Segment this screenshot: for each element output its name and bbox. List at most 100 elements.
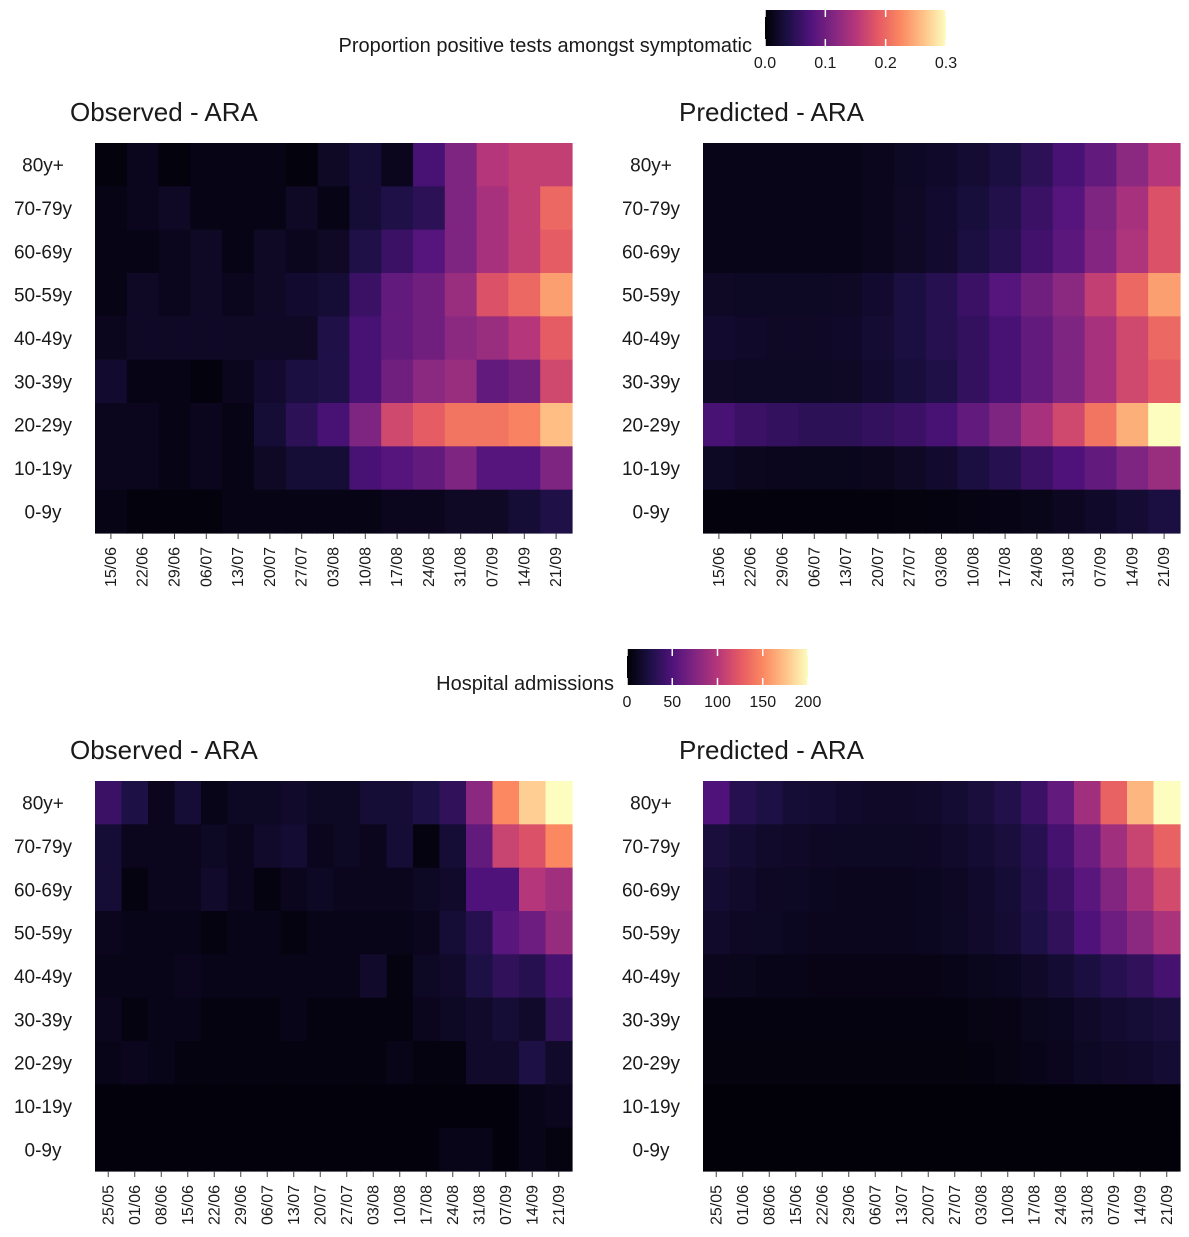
- heatmap-cell: [508, 359, 541, 404]
- heatmap-cell: [729, 867, 757, 912]
- heatmap-cell: [254, 1041, 282, 1085]
- heatmap-cell: [126, 489, 160, 534]
- x-tick-label: 22/06: [743, 547, 760, 587]
- heatmap-cell: [476, 229, 509, 274]
- heatmap-cell: [307, 1084, 335, 1129]
- heatmap-cell: [121, 954, 149, 999]
- heatmap-cell: [835, 954, 863, 999]
- x-tick-label: 21/09: [548, 547, 565, 587]
- heatmap-cell: [989, 403, 1022, 447]
- heatmap-cell: [254, 359, 287, 404]
- heatmap-cell: [360, 781, 388, 825]
- heatmap-cell: [285, 403, 319, 447]
- heatmap-cell: [439, 781, 467, 825]
- heatmap-cell: [492, 867, 520, 912]
- x-tick-label: 21/09: [551, 1185, 568, 1225]
- heatmap-cell: [360, 1127, 388, 1172]
- heatmap-cell: [941, 1041, 969, 1085]
- heatmap-cell: [734, 446, 768, 491]
- heatmap-cell: [201, 911, 229, 955]
- heatmap-cell: [989, 186, 1022, 231]
- heatmap-cell: [1021, 403, 1054, 447]
- heatmap-cell: [888, 911, 916, 955]
- heatmap-cell: [190, 446, 223, 491]
- heatmap-cell: [413, 867, 441, 912]
- heatmap-cell: [476, 446, 509, 491]
- heatmap-cell: [1116, 229, 1149, 274]
- heatmap-cell: [121, 911, 149, 955]
- x-tick-label: 13/07: [838, 547, 855, 587]
- heatmap-cell: [1047, 997, 1075, 1042]
- heatmap-cell: [1021, 997, 1049, 1042]
- heatmap-cell: [888, 1127, 916, 1172]
- y-tick-label: 20-29y: [14, 1054, 73, 1075]
- heatmap-cell: [413, 954, 441, 999]
- heatmap-cell: [782, 781, 810, 825]
- x-tick-label: 03/08: [365, 1185, 382, 1225]
- heatmap-cell: [1153, 911, 1181, 955]
- heatmap-cell: [413, 316, 446, 361]
- x-tick-label: 07/09: [1106, 1185, 1123, 1225]
- x-tick-label: 29/06: [167, 547, 184, 587]
- heatmap-cell: [158, 229, 191, 274]
- heatmap-cell: [835, 997, 863, 1042]
- heatmap-cell: [95, 824, 123, 869]
- heatmap-cell: [158, 446, 191, 491]
- heatmap-cell: [1116, 316, 1149, 361]
- heatmap-cell: [915, 867, 943, 912]
- heatmap-cell: [830, 359, 863, 404]
- y-tick-label: 40-49y: [14, 329, 73, 350]
- heatmap-cell: [386, 911, 414, 955]
- x-tick-label: 03/08: [326, 547, 343, 587]
- heatmap-cell: [1100, 954, 1128, 999]
- heatmap-cell: [1148, 186, 1181, 231]
- heatmap-cell: [994, 997, 1022, 1042]
- heatmap-cell: [1148, 359, 1181, 404]
- heatmap-cell: [227, 824, 255, 869]
- heatmap-cells: [703, 781, 1181, 1172]
- heatmap-cell: [386, 1127, 414, 1172]
- heatmap-cell: [492, 781, 520, 825]
- heatmap-cell: [280, 954, 308, 999]
- heatmap-cell: [1148, 446, 1181, 491]
- x-tick-label: 03/08: [934, 547, 951, 587]
- heatmap-cell: [386, 781, 414, 825]
- x-tick-label: 14/09: [1124, 547, 1141, 587]
- heatmap-cell: [809, 1041, 837, 1085]
- heatmap-cell: [968, 954, 996, 999]
- heatmap-cell: [95, 359, 128, 404]
- x-tick-label: 13/07: [230, 547, 247, 587]
- heatmap-cell: [1052, 403, 1086, 447]
- heatmap-cell: [519, 1127, 547, 1172]
- y-tick-label: 40-49y: [14, 967, 73, 988]
- heatmap-cell: [95, 1127, 123, 1172]
- heatmap-cell: [413, 143, 446, 187]
- heatmap-cell: [862, 867, 890, 912]
- heatmap-cell: [519, 781, 547, 825]
- heatmap-cell: [413, 186, 446, 231]
- heatmap-cell: [756, 1041, 784, 1085]
- heatmap-cell: [413, 824, 441, 869]
- panel-observed-positivity: Observed - ARA 80y+ 70-79y 60-69y 50-59y 40-…: [14, 97, 573, 587]
- heatmap-cell: [444, 316, 478, 361]
- heatmap-cell: [222, 489, 255, 534]
- heatmap-cell: [734, 359, 768, 404]
- heatmap-cell: [545, 911, 573, 955]
- heatmap-cell: [95, 403, 128, 447]
- heatmap-cell: [782, 1127, 810, 1172]
- heatmap-cell: [381, 359, 414, 404]
- heatmap-cell: [444, 229, 478, 274]
- heatmap-cell: [830, 446, 863, 491]
- heatmap-cell: [148, 1041, 176, 1085]
- heatmap-cell: [893, 229, 927, 274]
- heatmap-cell: [1084, 229, 1117, 274]
- heatmap-cell: [703, 316, 736, 361]
- heatmap-cell: [222, 403, 255, 447]
- colorbar-tick-label: 150: [749, 694, 776, 711]
- heatmap-cell: [222, 143, 255, 187]
- heatmap-cell: [1153, 1127, 1181, 1172]
- heatmap-cell: [703, 186, 736, 231]
- heatmap-cell: [227, 1084, 255, 1129]
- heatmap-cell: [830, 186, 863, 231]
- heatmap-cell: [1084, 143, 1117, 187]
